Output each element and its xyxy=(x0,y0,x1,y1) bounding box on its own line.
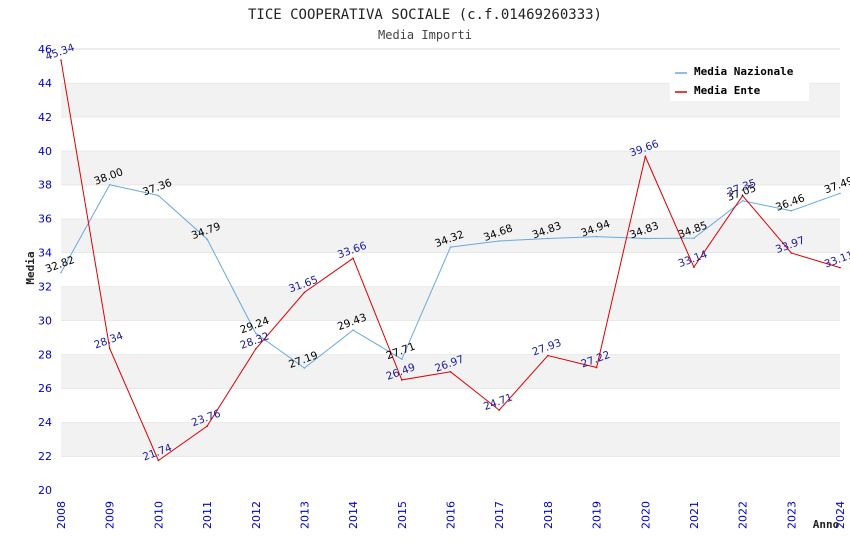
data-point xyxy=(693,237,695,239)
data-point xyxy=(303,367,306,369)
y-tick-label: 38 xyxy=(38,179,52,192)
data-point xyxy=(401,358,403,361)
grid-band xyxy=(61,252,840,287)
y-axis-ticks: 20 22 24 26 28 30 32 34 36 38 40 42 44 46 xyxy=(38,43,52,497)
grid-band xyxy=(61,116,840,151)
data-point xyxy=(644,237,647,240)
grid-band xyxy=(61,184,840,219)
x-tick-label: 2018 xyxy=(542,501,555,529)
x-tick-label: 2010 xyxy=(152,501,165,529)
data-point xyxy=(352,329,354,331)
data-point xyxy=(547,237,549,240)
data-point xyxy=(449,370,452,373)
x-tick-label: 2013 xyxy=(298,501,311,529)
x-tick-label: 2024 xyxy=(834,501,847,529)
legend: Media Nazionale Media Ente xyxy=(670,60,809,101)
data-point xyxy=(595,366,598,369)
data-point xyxy=(206,425,208,428)
data-point xyxy=(254,348,257,350)
data-point xyxy=(303,291,306,294)
x-tick-label: 2019 xyxy=(591,501,604,529)
data-point xyxy=(741,200,744,202)
x-tick-label: 2008 xyxy=(55,501,68,529)
y-tick-label: 46 xyxy=(38,43,52,56)
data-point xyxy=(790,252,793,254)
y-tick-label: 22 xyxy=(38,450,52,463)
data-point xyxy=(157,194,160,197)
x-tick-label: 2023 xyxy=(785,501,798,529)
x-tick-label: 2009 xyxy=(104,501,117,529)
x-tick-label: 2021 xyxy=(688,501,701,529)
grid-band xyxy=(61,286,840,321)
x-tick-label: 2015 xyxy=(396,501,409,529)
y-tick-label: 40 xyxy=(38,145,52,158)
data-point xyxy=(60,59,62,61)
chart-subtitle: Media Importi xyxy=(378,28,472,42)
y-axis-title: Media xyxy=(24,251,37,284)
data-point xyxy=(644,155,647,158)
x-tick-label: 2011 xyxy=(201,501,214,529)
data-point xyxy=(498,240,500,242)
y-tick-label: 42 xyxy=(38,111,52,124)
y-tick-label: 34 xyxy=(38,247,52,260)
x-tick-label: 2012 xyxy=(250,501,263,529)
data-point xyxy=(741,194,744,197)
y-tick-label: 26 xyxy=(38,382,52,395)
data-point xyxy=(595,235,598,238)
y-tick-label: 44 xyxy=(38,77,52,90)
y-tick-label: 24 xyxy=(38,416,52,429)
y-tick-label: 32 xyxy=(38,280,52,293)
data-point xyxy=(449,246,452,248)
grid-bands xyxy=(61,48,840,490)
data-point xyxy=(108,183,111,186)
y-tick-label: 20 xyxy=(38,484,52,497)
x-tick-label: 2022 xyxy=(737,501,750,529)
series-lines xyxy=(60,59,841,462)
data-point xyxy=(790,210,793,212)
legend-box xyxy=(670,60,809,101)
x-tick-label: 2020 xyxy=(639,501,652,529)
y-tick-label: 36 xyxy=(38,213,52,226)
data-point xyxy=(498,409,500,411)
data-point xyxy=(254,332,257,335)
data-point xyxy=(60,271,62,274)
legend-label-media-nazionale: Media Nazionale xyxy=(694,65,794,78)
data-point xyxy=(547,354,549,357)
x-axis-ticks: 2008 2009 2010 2011 2012 2013 2014 2015 2016 2017… xyxy=(55,501,847,529)
grid-band xyxy=(61,320,840,355)
data-point xyxy=(352,257,354,260)
data-point xyxy=(401,379,403,381)
legend-label-media-ente: Media Ente xyxy=(694,84,761,97)
data-point xyxy=(693,266,695,268)
grid-band xyxy=(61,150,840,185)
x-tick-label: 2016 xyxy=(445,501,458,529)
data-point xyxy=(839,192,841,195)
data-point xyxy=(108,347,111,350)
x-axis-title: Anno xyxy=(813,518,840,531)
grid-band xyxy=(61,388,840,423)
x-tick-label: 2017 xyxy=(493,501,506,529)
data-point xyxy=(157,459,160,462)
x-tick-label: 2014 xyxy=(347,501,360,529)
y-tick-label: 30 xyxy=(38,314,52,327)
grid-band xyxy=(61,456,840,490)
data-point xyxy=(839,266,841,269)
chart-title: TICE COOPERATIVA SOCIALE (c.f.0146926033… xyxy=(248,7,602,23)
y-tick-label: 28 xyxy=(38,348,52,361)
data-point xyxy=(206,238,208,240)
grid-band xyxy=(61,422,840,457)
